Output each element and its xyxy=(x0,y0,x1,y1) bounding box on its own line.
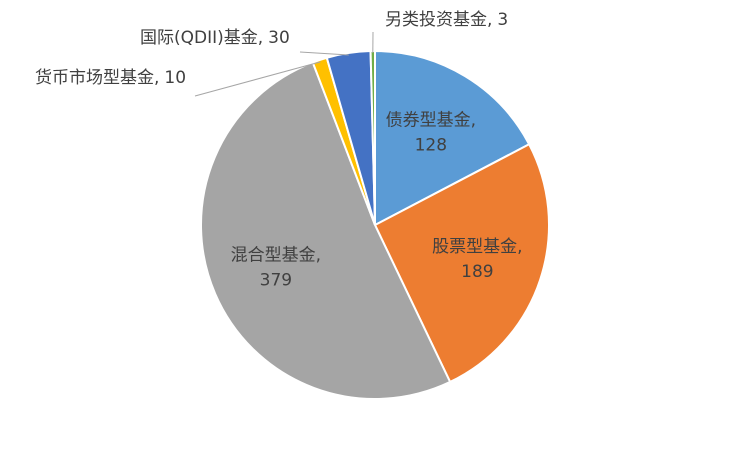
leader-line xyxy=(299,51,349,56)
value-label: 189 xyxy=(461,262,493,282)
category-label: 债券型基金 xyxy=(386,111,471,131)
data-label: 股票型基金, 189 xyxy=(432,237,522,282)
data-label: 国际(QDII)基金, 30 xyxy=(140,28,290,48)
label-separator: , xyxy=(471,111,476,131)
pie-slice xyxy=(373,142,550,384)
value-label: 3 xyxy=(497,10,508,30)
pie-slice xyxy=(374,49,531,227)
label-separator: , xyxy=(487,10,492,30)
data-label: 货币市场型基金, 10 xyxy=(35,68,186,88)
value-label: 30 xyxy=(268,28,290,48)
label-separator: , xyxy=(316,246,321,266)
category-label: 货币市场型基金 xyxy=(35,68,154,88)
pie-slice xyxy=(200,61,452,400)
label-separator: , xyxy=(258,28,263,48)
value-label: 379 xyxy=(260,271,292,291)
leader-line xyxy=(194,61,321,97)
label-separator: , xyxy=(154,68,159,88)
value-label: 10 xyxy=(164,68,186,88)
category-label: 股票型基金 xyxy=(432,237,517,257)
data-label: 混合型基金, 379 xyxy=(231,246,321,291)
value-label: 128 xyxy=(415,136,447,156)
category-label: 国际(QDII)基金 xyxy=(140,28,258,48)
data-label: 另类投资基金, 3 xyxy=(385,10,508,30)
category-label: 另类投资基金 xyxy=(385,10,487,30)
data-label: 债券型基金, 128 xyxy=(386,111,476,156)
category-label: 混合型基金 xyxy=(231,246,316,266)
label-separator: , xyxy=(517,237,522,257)
